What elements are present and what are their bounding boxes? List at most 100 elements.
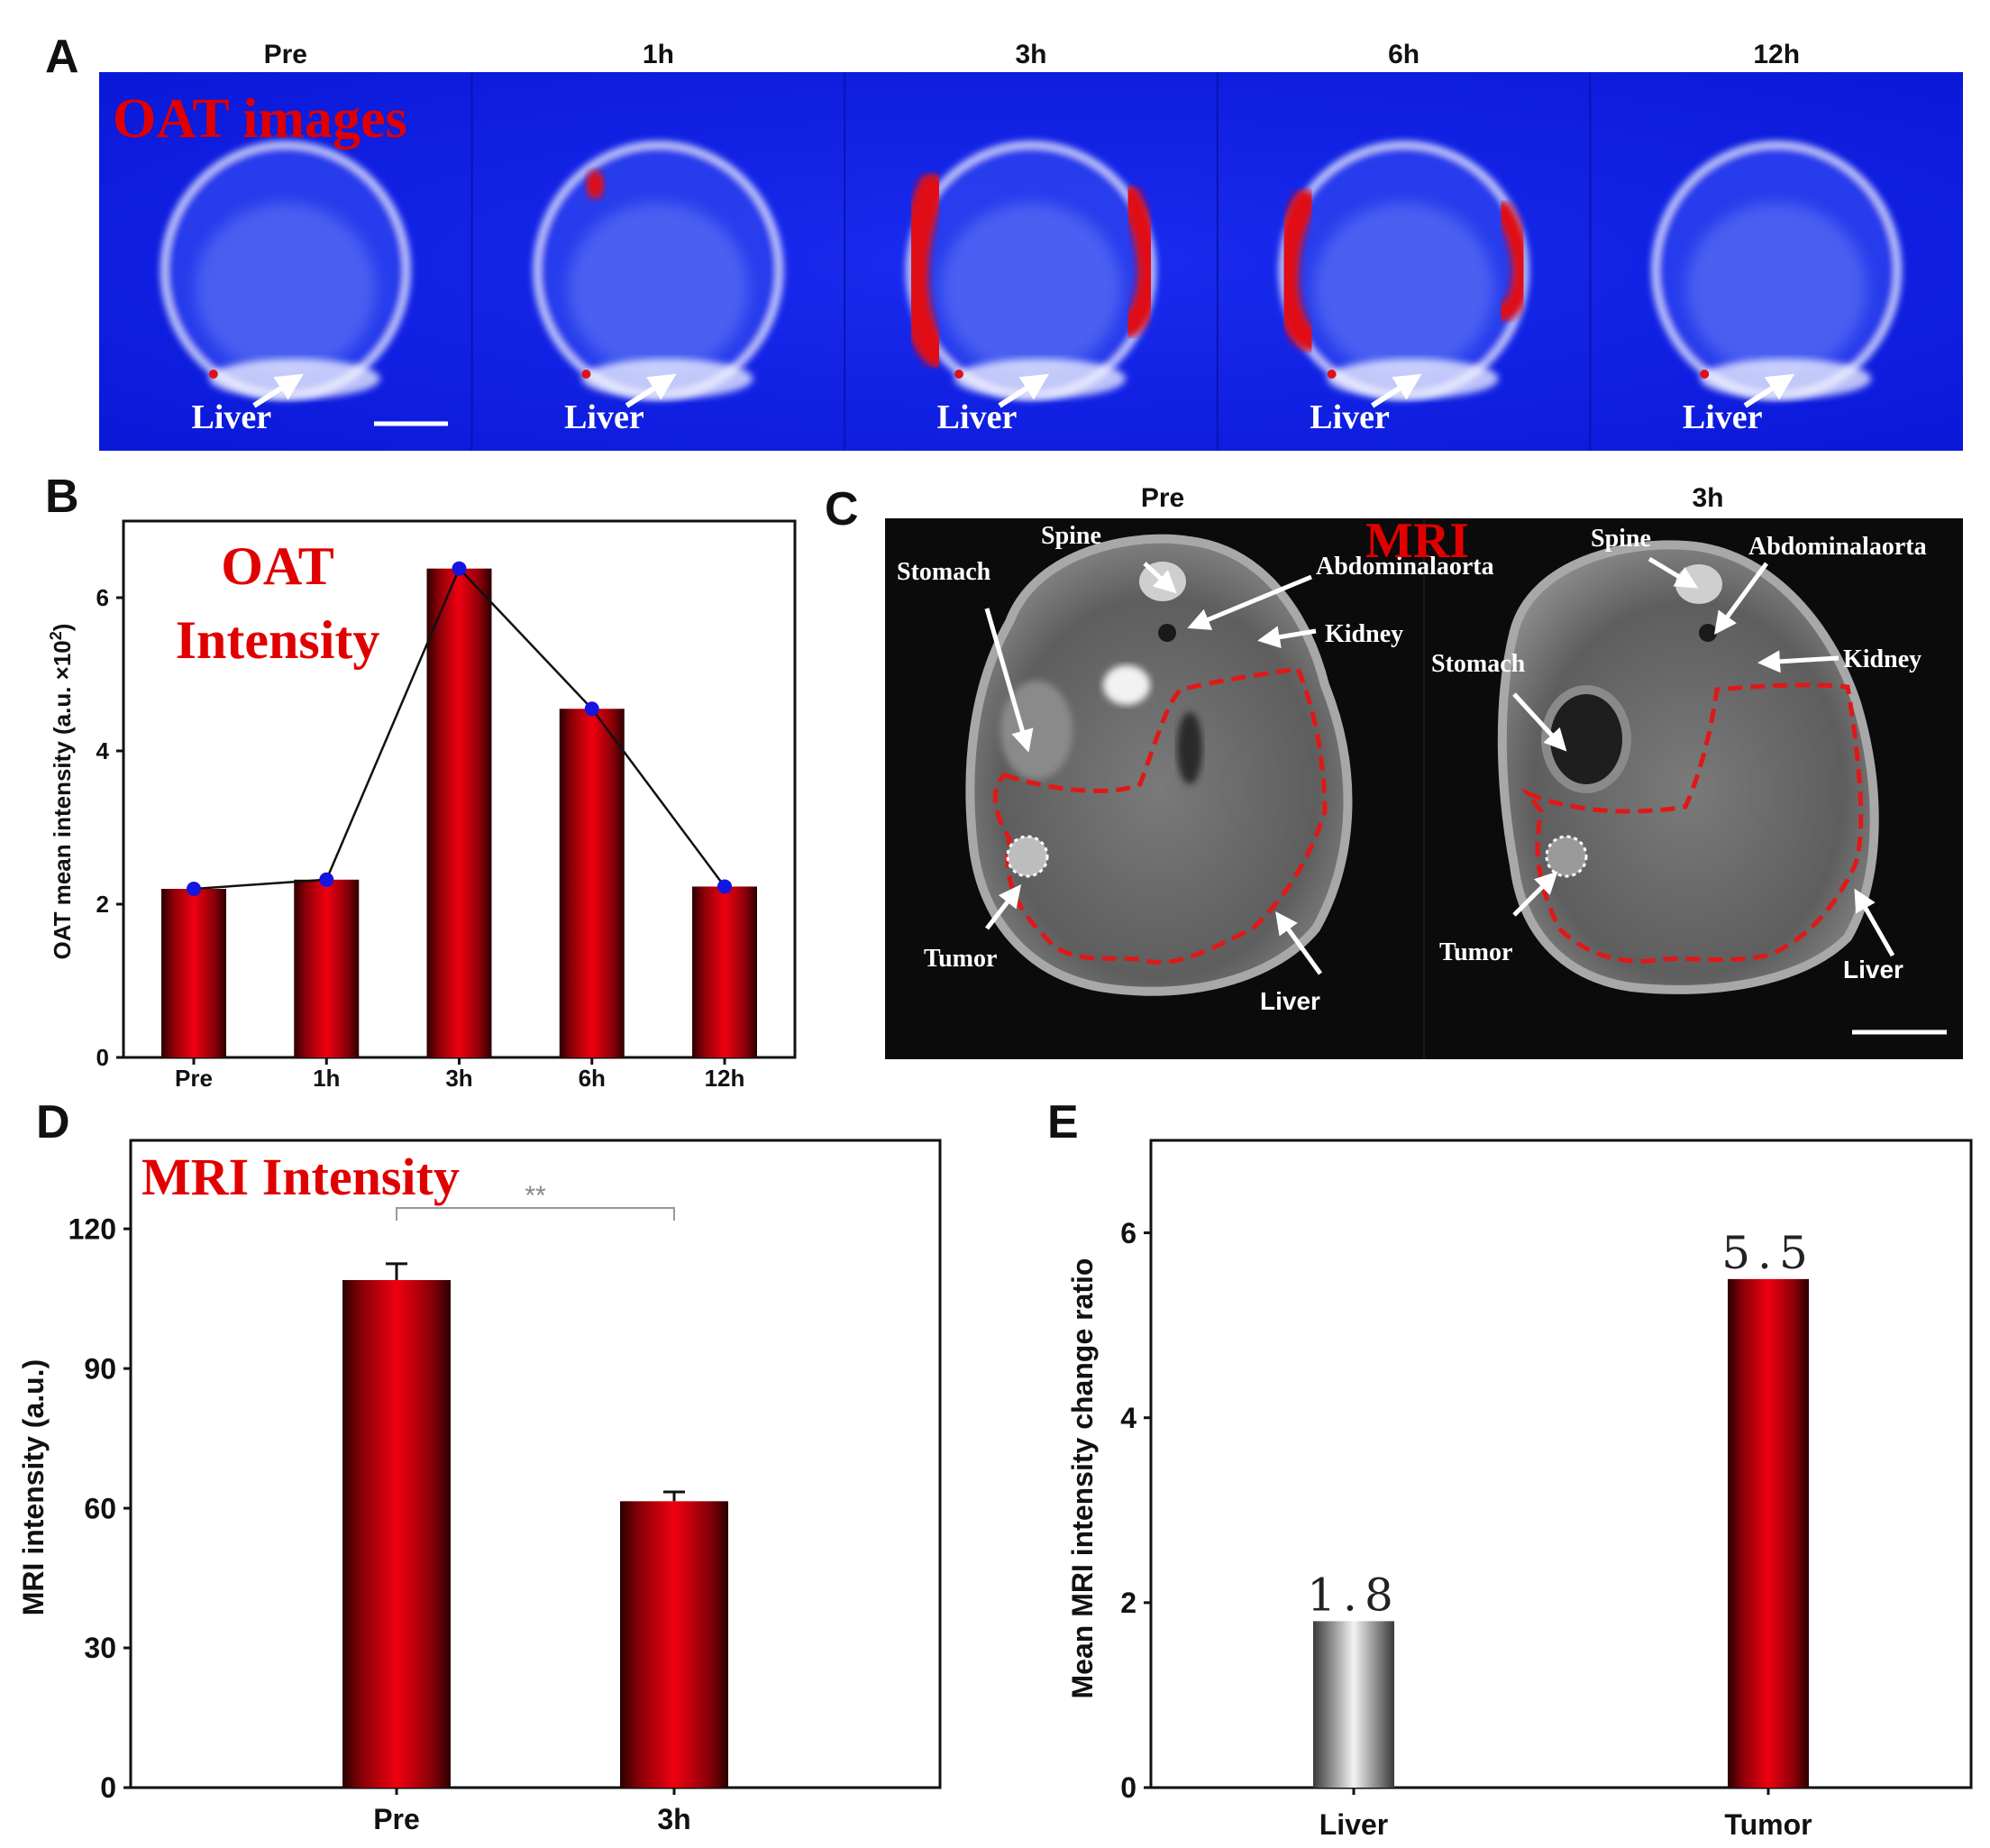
- chart-b-ylabel: OAT mean intensity (a.u. ×102): [47, 624, 76, 960]
- y-tick-label: 30: [84, 1632, 116, 1664]
- mri-pre-aorta-arrow: [1187, 574, 1312, 630]
- series-point: [319, 872, 334, 887]
- panel-d-letter: D: [36, 1096, 70, 1148]
- mri-pre-dark-structure: [1177, 712, 1202, 784]
- mri-pre-liver-arrow: [1275, 910, 1323, 975]
- significance-bracket: [396, 1207, 675, 1221]
- bar-1h: [294, 879, 360, 1057]
- mri-pre-spine-arrow: [1143, 562, 1177, 594]
- y-tick-label: 6: [1120, 1217, 1136, 1249]
- oat-frame-red-dot: [581, 370, 591, 379]
- mri-pre-kidney-label: Kidney: [1325, 620, 1403, 648]
- oat-frame-liver-label: Liver: [564, 398, 644, 436]
- mri-pre-stomach-label: Stomach: [897, 558, 991, 586]
- oat-frame-time-label: 3h: [1015, 40, 1046, 69]
- mri-pre-kidney-arrow: [1257, 626, 1317, 649]
- oat-frames: Liver Pre Liver 1h Liver 3h Liver 6h Liver 12h: [160, 40, 1902, 451]
- chart-e: Mean MRI intensity change ratio 0 2 4 6 Live…: [1066, 1139, 1973, 1841]
- oat-frame-liver-label: Liver: [1683, 398, 1763, 436]
- oat-frame-liver-arrow: [252, 373, 304, 408]
- bar-pre: [342, 1279, 451, 1788]
- oat-frame-3: Liver 6h: [1216, 40, 1531, 451]
- bar-liver: [1313, 1621, 1394, 1788]
- panel-c-letter: C: [825, 483, 859, 535]
- mri-pre-body: [965, 534, 1353, 996]
- mri-3h-stomach-label: Stomach: [1431, 650, 1526, 678]
- panel-b: B OAT Intensity OAT mean intensity (a.u.…: [45, 471, 797, 1092]
- mri-pre-tumor-arrow: [985, 884, 1022, 930]
- mri-3h-spine-label: Spine: [1591, 525, 1651, 553]
- mri-3h-aorta-label: Abdominalaorta: [1748, 533, 1927, 561]
- y-tick-label: 4: [96, 737, 110, 764]
- bar-tumor: [1728, 1278, 1809, 1788]
- mri-3h-time: 3h: [1692, 483, 1723, 513]
- x-tick-label: 1h: [313, 1065, 340, 1092]
- oat-frame-liver-label: Liver: [1310, 398, 1390, 436]
- chart-frame: [1149, 1139, 1973, 1789]
- panel-a-letter: A: [45, 31, 79, 83]
- bar-3h: [426, 568, 492, 1057]
- mri-pre-spine-label: Spine: [1041, 522, 1101, 550]
- oat-frame-liver-arrow: [1743, 373, 1795, 408]
- panel-e-letter: E: [1047, 1096, 1079, 1148]
- bar-3h: [620, 1501, 728, 1788]
- data-label: 5.5: [1721, 1227, 1815, 1279]
- chart-frame: [129, 1139, 942, 1789]
- oat-frame-time-label: 6h: [1388, 40, 1419, 69]
- oat-frame-tissue: [568, 203, 749, 374]
- y-tick-label: 90: [84, 1352, 116, 1385]
- panel-a: A LiverPreLiver1hLiver3hLiver6hLiver12h …: [45, 31, 1963, 451]
- mri-pre-stomach-arrow: [984, 608, 1034, 753]
- mri-3h-kidney-arrow: [1757, 650, 1839, 673]
- mri-pre-tumor-marker: [1006, 835, 1049, 878]
- y-tick-label: 60: [84, 1492, 116, 1524]
- mri-pre-stomach: [1000, 681, 1073, 780]
- y-tick-label: 4: [1120, 1402, 1136, 1434]
- mri-pre-tumor-label: Tumor: [924, 945, 997, 973]
- series-point: [452, 561, 467, 576]
- mri-3h-stomach-arrow: [1512, 692, 1567, 752]
- y-tick-label: 6: [96, 584, 109, 611]
- oat-frame-red-dot: [208, 370, 218, 379]
- x-tick-label: Tumor: [1724, 1808, 1812, 1841]
- mri-3h-tumor-arrow: [1512, 871, 1558, 917]
- y-tick-label: 0: [96, 1044, 109, 1071]
- series-point: [584, 701, 599, 717]
- x-tick-label: 6h: [579, 1065, 606, 1092]
- mri-3h-liver-label: Liver: [1843, 956, 1903, 983]
- mri-3h-aorta: [1699, 624, 1717, 642]
- mri-pre-aorta-label: Abdominalaorta: [1316, 553, 1494, 581]
- data-label: 1.8: [1307, 1569, 1401, 1621]
- x-tick-label: Pre: [175, 1065, 213, 1092]
- oat-frame-2: Liver 3h: [844, 40, 1161, 451]
- oat-frame-uptake-right: [1118, 186, 1161, 337]
- mri-3h-tumor-label: Tumor: [1439, 938, 1512, 966]
- mri-3h-body: [1497, 540, 1879, 994]
- mri-3h-liver-outline: [1520, 682, 1864, 964]
- oat-frame-uptake-left: [1274, 189, 1322, 352]
- panel-e: E Mean MRI intensity change ratio 0 2 4 6 Li…: [1047, 1096, 1973, 1841]
- oat-frame-liver-arrow: [998, 373, 1050, 408]
- bar-pre: [161, 889, 226, 1057]
- series-point: [187, 882, 201, 896]
- chart-d-ylabel: MRI intensity (a.u.): [17, 1359, 50, 1615]
- oat-frame-liver-arrow: [625, 373, 677, 408]
- x-tick-label: Pre: [373, 1803, 420, 1835]
- oat-frame-liver-arrow: [1370, 373, 1422, 408]
- oat-frame-1: Liver 1h: [470, 40, 783, 451]
- x-tick-label: 3h: [445, 1065, 472, 1092]
- oat-frame-red-dot: [1327, 370, 1337, 379]
- chart-d-title: MRI Intensity: [141, 1148, 460, 1206]
- chart-b: OAT Intensity OAT mean intensity (a.u. ×…: [47, 519, 797, 1092]
- oat-frame-uptake-left: [899, 173, 952, 368]
- chart-b-title-line-1: OAT: [221, 536, 334, 596]
- oat-frame-time-label: Pre: [264, 40, 307, 69]
- chart-d: MRI Intensity MRI intensity (a.u.) 0 30 60…: [17, 1139, 942, 1835]
- x-tick-label: 3h: [657, 1803, 690, 1835]
- mri-pre-bright-spot: [1103, 665, 1150, 705]
- oat-frame-time-label: 1h: [643, 40, 674, 69]
- oat-frame-red-dot: [1700, 370, 1710, 379]
- panel-c: C Pre 3h Spine Stomach Abdominalaorta Ki…: [825, 483, 1963, 1059]
- y-tick-label: 2: [96, 891, 109, 918]
